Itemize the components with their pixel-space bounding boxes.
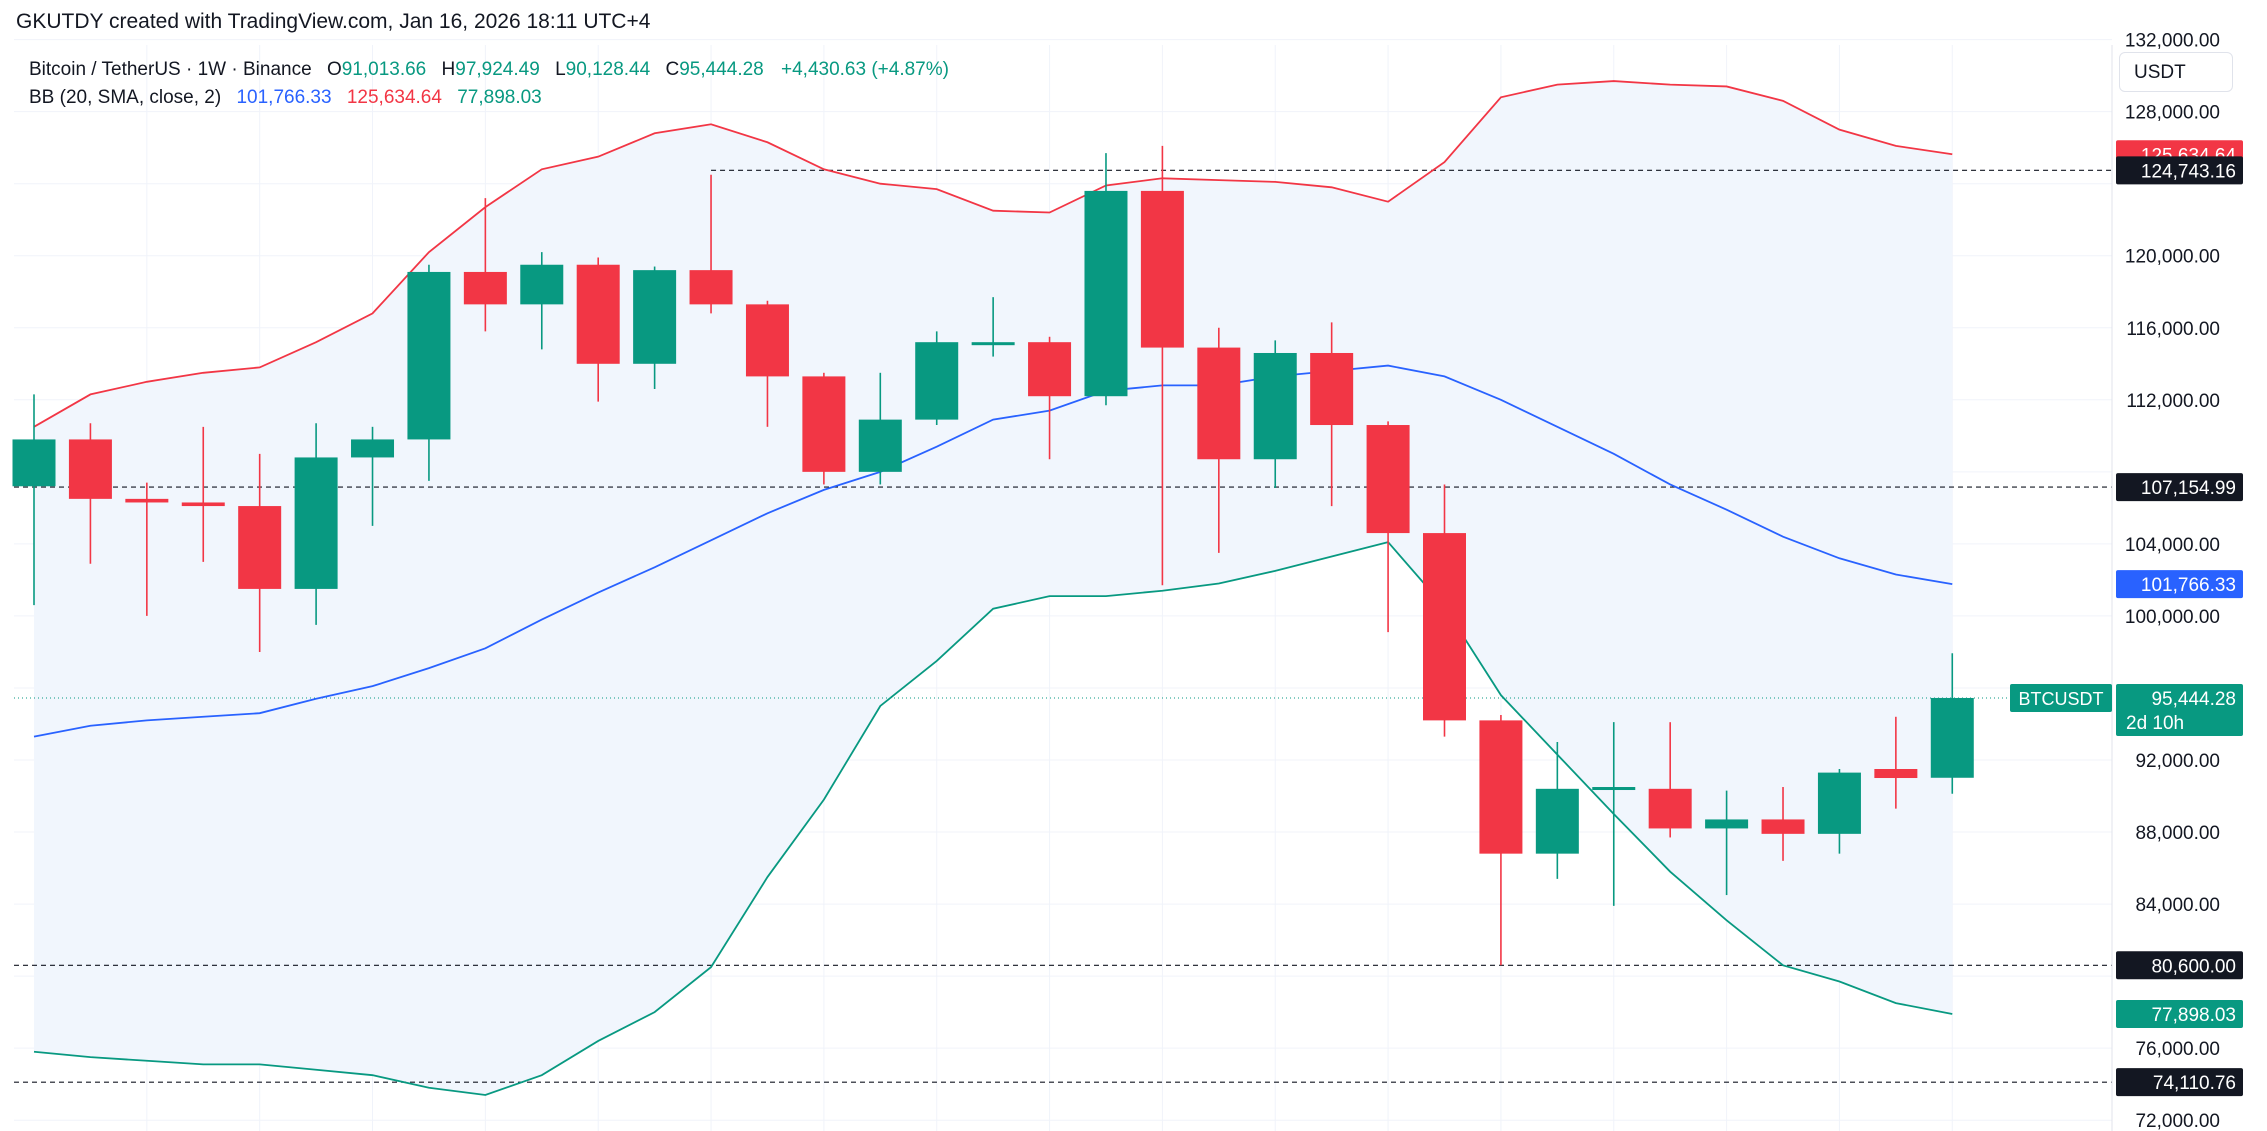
- bb-row: BB (20, SMA, close, 2) 101,766.33 125,63…: [29, 84, 949, 112]
- close-value: 95,444.28: [679, 59, 764, 80]
- price-label: 101,766.33: [2141, 575, 2236, 596]
- price-label: 74,110.76: [2153, 1073, 2236, 1094]
- candle-down: [125, 498, 169, 503]
- candle-down: [1761, 819, 1805, 834]
- symbol-tag-box: [2010, 683, 2112, 712]
- countdown-label: 2d 10h: [2126, 713, 2184, 734]
- y-tick-label: 88,000.00: [2135, 823, 2220, 844]
- candle-down: [689, 270, 733, 305]
- bb-basis-value: 101,766.33: [236, 87, 332, 108]
- candle-down: [576, 264, 620, 364]
- price-label-box: [2116, 570, 2243, 599]
- candle-up: [971, 342, 1015, 346]
- chart-legend: Bitcoin / TetherUS · 1W · Binance O91,01…: [29, 56, 949, 112]
- candle-down: [1479, 720, 1523, 854]
- candle-down: [181, 502, 225, 507]
- bb-lower-line: [33, 541, 1953, 1096]
- candle-down: [1310, 352, 1354, 426]
- candle-up: [407, 271, 451, 440]
- bb-upper-line: [33, 80, 1953, 428]
- bb-basis-line: [33, 364, 1953, 738]
- high-label: H: [441, 59, 456, 80]
- y-tick-label: 104,000.00: [2125, 535, 2220, 556]
- y-tick-label: 120,000.00: [2125, 247, 2220, 268]
- ohlc-row: Bitcoin / TetherUS · 1W · Binance O91,01…: [29, 56, 949, 84]
- candle-down: [238, 506, 282, 589]
- price-label: 107,154.99: [2141, 478, 2236, 499]
- candle-up: [1535, 788, 1579, 854]
- bollinger-band-fill: [34, 81, 1953, 1095]
- low-label: L: [555, 59, 566, 80]
- candle-up: [520, 264, 564, 305]
- price-axis: 132,000.00 128,000.00 120,000.00 116,000.00…: [2111, 31, 2220, 1131]
- candle-down: [1197, 347, 1241, 460]
- candle-down: [1140, 190, 1184, 348]
- candle-up: [915, 342, 959, 420]
- y-tick-label: 128,000.00: [2125, 103, 2220, 124]
- candle-up: [1930, 697, 1974, 778]
- currency-selector[interactable]: USDT: [2119, 52, 2233, 92]
- bb-label[interactable]: BB (20, SMA, close, 2): [29, 87, 222, 108]
- bollinger-lines: [33, 80, 1953, 1096]
- candle-up: [351, 439, 395, 458]
- close-label: C: [665, 59, 680, 80]
- chart-attribution: GKUTDY created with TradingView.com, Jan…: [16, 10, 651, 33]
- candle-up: [12, 439, 56, 487]
- candle-down: [1423, 533, 1466, 721]
- price-label-box: [2116, 999, 2243, 1028]
- candle-down: [463, 271, 507, 305]
- high-value: 97,924.49: [455, 59, 540, 80]
- band-area: [34, 81, 1953, 1095]
- candles: [12, 145, 1974, 966]
- candle-up: [633, 270, 677, 364]
- candle-down: [1028, 342, 1072, 397]
- horizontal-lines: [14, 169, 2112, 1083]
- candle-down: [1366, 425, 1410, 534]
- current-price-box: [2116, 683, 2243, 736]
- y-tick-label: 72,000.00: [2135, 1111, 2220, 1131]
- candle-up: [1592, 787, 1636, 791]
- candle-up: [294, 457, 338, 589]
- y-tick-label: 76,000.00: [2135, 1039, 2220, 1060]
- price-label-box: [2116, 473, 2243, 502]
- candle-down: [68, 439, 112, 499]
- candle-up: [1817, 772, 1861, 834]
- price-label-box: [2116, 156, 2243, 185]
- y-tick-label: 116,000.00: [2126, 319, 2220, 340]
- candle-down: [745, 304, 789, 377]
- price-label: 80,600.00: [2151, 956, 2236, 977]
- candle-up: [858, 419, 902, 472]
- candle-up: [1253, 352, 1297, 460]
- y-tick-label: 112,000.00: [2126, 391, 2220, 412]
- y-tick-label: 100,000.00: [2125, 607, 2220, 628]
- candle-down: [1648, 788, 1692, 829]
- current-price-label: 95,444.28: [2151, 689, 2236, 710]
- candle-up: [1705, 819, 1749, 829]
- change-value: +4,430.63 (+4.87%): [781, 59, 949, 80]
- price-label-box: [2116, 951, 2243, 980]
- symbol-tag: BTCUSDT: [2019, 689, 2104, 709]
- open-label: O: [326, 59, 342, 80]
- candle-down: [1874, 769, 1918, 779]
- low-value: 90,128.44: [565, 59, 651, 80]
- y-tick-label: 84,000.00: [2135, 895, 2220, 916]
- open-value: 91,013.66: [341, 59, 427, 80]
- bb-lower-value: 77,898.03: [457, 87, 542, 108]
- y-tick-label: 132,000.00: [2125, 31, 2220, 52]
- candle-up: [1084, 190, 1128, 397]
- price-label: 124,743.16: [2141, 161, 2236, 182]
- price-label-box: [2116, 1068, 2243, 1097]
- candle-down: [802, 376, 846, 472]
- y-tick-label: 92,000.00: [2135, 751, 2220, 772]
- price-axis-labels: 125,634.64124,743.16107,154.99101,766.33…: [2010, 140, 2243, 1097]
- symbol-label[interactable]: Bitcoin / TetherUS · 1W · Binance: [29, 59, 312, 80]
- price-label: 77,898.03: [2151, 1005, 2236, 1026]
- bb-upper-value: 125,634.64: [346, 87, 442, 108]
